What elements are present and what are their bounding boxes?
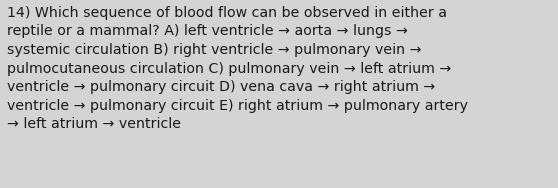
Text: 14) Which sequence of blood flow can be observed in either a
reptile or a mammal: 14) Which sequence of blood flow can be …	[7, 6, 468, 131]
